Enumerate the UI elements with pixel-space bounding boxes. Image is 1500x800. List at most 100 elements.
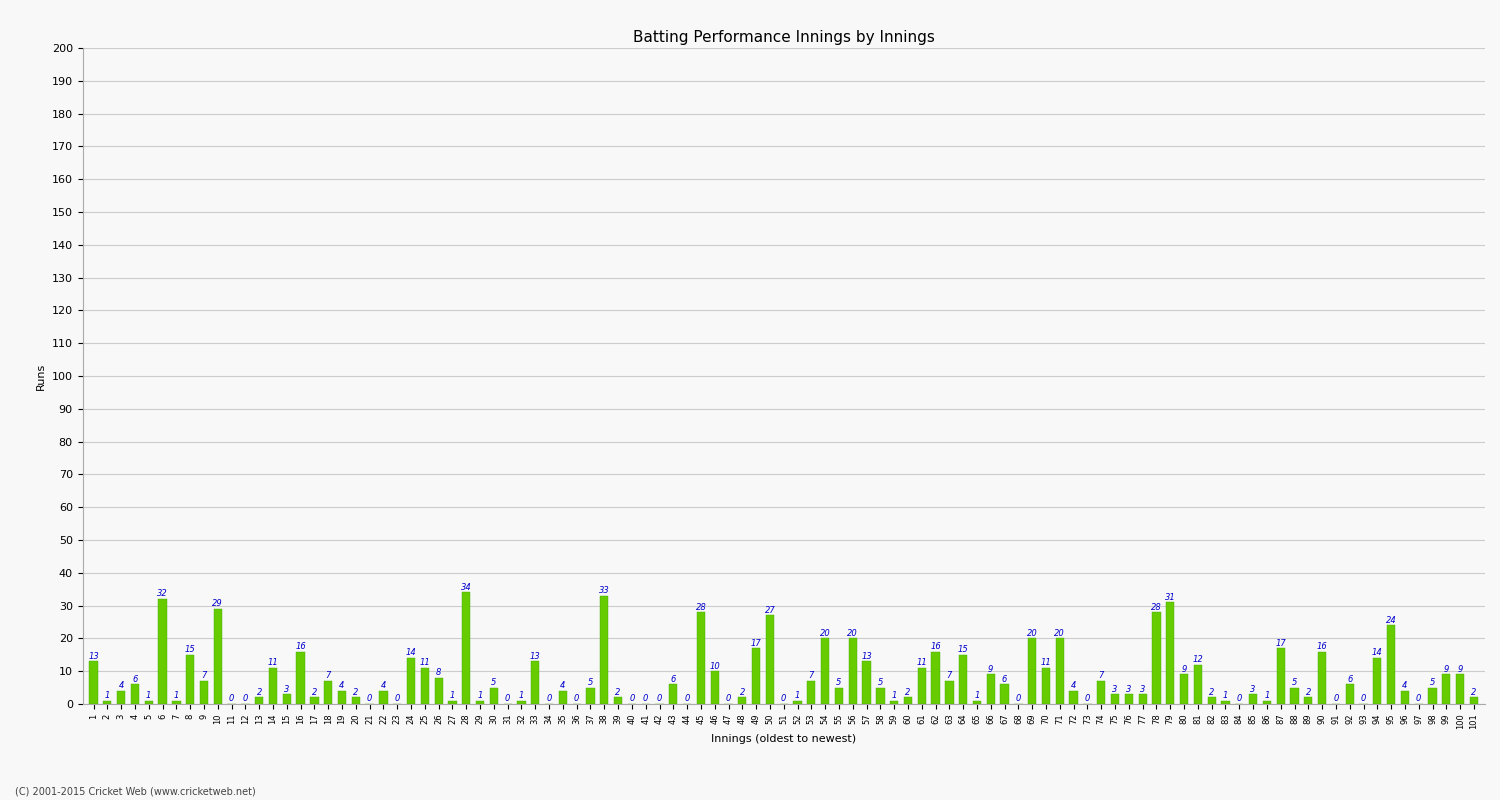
Bar [324,681,333,704]
Bar [1470,698,1478,704]
Bar [614,698,622,704]
Text: 15: 15 [184,645,195,654]
Text: 0: 0 [230,694,234,703]
Bar [1166,602,1174,704]
Text: 28: 28 [696,602,706,611]
Text: 5: 5 [837,678,842,687]
Text: 4: 4 [381,682,386,690]
Bar [669,684,678,704]
Text: 1: 1 [891,691,897,700]
Text: 2: 2 [906,688,910,697]
Text: 3: 3 [1126,685,1131,694]
Text: 14: 14 [405,649,417,658]
Text: 12: 12 [1192,655,1203,664]
Text: 16: 16 [1317,642,1328,651]
Text: 5: 5 [1292,678,1298,687]
Text: 1: 1 [146,691,152,700]
Text: 11: 11 [916,658,927,667]
Text: 1: 1 [1222,691,1228,700]
Text: 16: 16 [296,642,306,651]
Text: 7: 7 [1098,671,1104,680]
Text: 9: 9 [1182,665,1186,674]
Text: 31: 31 [1166,593,1176,602]
Text: 4: 4 [560,682,566,690]
Text: 11: 11 [267,658,279,667]
Text: 9: 9 [988,665,993,674]
Bar [1372,658,1382,704]
Bar [1250,694,1257,704]
Text: 0: 0 [243,694,248,703]
Bar [1442,674,1450,704]
Bar [766,615,774,704]
Text: 7: 7 [326,671,332,680]
Bar [1263,701,1270,704]
Bar [90,662,98,704]
Text: 6: 6 [132,674,138,684]
Bar [1208,698,1216,704]
Bar [1194,665,1202,704]
Text: 14: 14 [1372,649,1383,658]
Bar [255,698,264,704]
Text: 4: 4 [1071,682,1077,690]
Text: 0: 0 [726,694,730,703]
Text: 5: 5 [490,678,496,687]
Bar [890,701,898,704]
Text: 15: 15 [958,645,969,654]
Text: 7: 7 [808,671,814,680]
Text: 20: 20 [821,629,831,638]
Bar [420,668,429,704]
Text: 9: 9 [1458,665,1462,674]
Text: 6: 6 [1347,674,1353,684]
Text: 2: 2 [1472,688,1476,697]
Text: 29: 29 [213,599,223,608]
Text: 33: 33 [598,586,609,595]
Bar [1401,691,1408,704]
Bar [698,612,705,704]
Text: 1: 1 [1264,691,1269,700]
Bar [310,698,318,704]
Text: 2: 2 [615,688,621,697]
Bar [435,678,442,704]
Bar [476,701,484,704]
Text: 2: 2 [352,688,358,697]
Bar [130,684,140,704]
Text: 2: 2 [1209,688,1215,697]
Text: 0: 0 [684,694,690,703]
Bar [213,609,222,704]
Text: 0: 0 [1084,694,1090,703]
Bar [1096,681,1106,704]
Text: 10: 10 [710,662,720,670]
Text: 0: 0 [574,694,579,703]
Text: 0: 0 [1016,694,1022,703]
Text: 13: 13 [530,652,540,661]
Text: 1: 1 [105,691,110,700]
Bar [904,698,912,704]
Bar [1318,651,1326,704]
Bar [987,674,994,704]
Text: 13: 13 [861,652,871,661]
Text: 3: 3 [1251,685,1256,694]
Bar [807,681,816,704]
Text: 4: 4 [118,682,124,690]
Text: 0: 0 [394,694,400,703]
Bar [1125,694,1132,704]
Text: 6: 6 [670,674,676,684]
Bar [200,681,208,704]
Bar [1221,701,1230,704]
Text: 5: 5 [1430,678,1436,687]
Bar [600,596,609,704]
Bar [711,671,718,704]
Text: 17: 17 [752,638,762,647]
Text: 0: 0 [1334,694,1338,703]
Text: 0: 0 [657,694,662,703]
Text: 2: 2 [256,688,262,697]
Bar [380,691,387,704]
Text: 20: 20 [1054,629,1065,638]
Text: 5: 5 [588,678,592,687]
Text: 0: 0 [782,694,786,703]
Bar [876,687,885,704]
Bar [849,638,856,704]
Bar [862,662,870,704]
Bar [351,698,360,704]
Text: 34: 34 [460,583,471,592]
